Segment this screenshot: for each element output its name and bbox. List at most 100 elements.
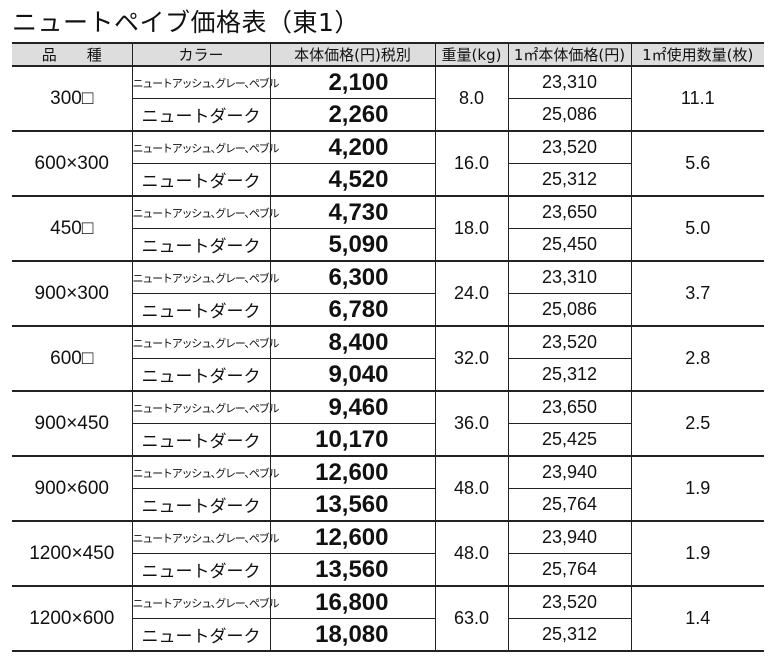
price-cell: 4,200 bbox=[269, 131, 435, 164]
price-cell: 5,090 bbox=[269, 228, 435, 262]
m2-qty-cell: 11.1 bbox=[630, 66, 764, 132]
table-row: ニュートダーク 13,560 25,764 bbox=[12, 553, 764, 587]
m2-price-cell: 25,450 bbox=[507, 228, 631, 262]
m2-qty-cell: 5.6 bbox=[630, 131, 764, 197]
weight-cell: 32.0 bbox=[434, 326, 508, 392]
m2-qty-cell: 5.0 bbox=[630, 196, 764, 262]
price-cell: 8,400 bbox=[269, 326, 435, 359]
table-row: 900×600 ニュートアッシュ､グレー､ペブル 12,600 48.0 23,940 1… bbox=[12, 456, 764, 522]
header-size: 品 種 bbox=[12, 42, 132, 67]
price-cell: 16,800 bbox=[269, 586, 435, 619]
color-cell: ニュートダーク bbox=[131, 163, 270, 197]
m2-price-cell: 25,312 bbox=[507, 163, 631, 197]
m2-price-cell: 25,312 bbox=[507, 618, 631, 652]
color-cell: ニュートダーク bbox=[131, 618, 270, 652]
price-cell: 18,080 bbox=[269, 618, 435, 652]
m2-price-cell: 23,650 bbox=[507, 391, 631, 424]
header-weight: 重量(kg) bbox=[434, 42, 508, 67]
size-cell: 1200×600 bbox=[12, 586, 132, 652]
table-row: 1200×600 ニュートアッシュ､グレー､ペブル 16,800 63.0 23,520… bbox=[12, 586, 764, 652]
size-cell: 900×600 bbox=[12, 456, 132, 522]
table-row: ニュートダーク 9,040 25,312 bbox=[12, 358, 764, 392]
m2-price-cell: 25,764 bbox=[507, 488, 631, 522]
table-row: 450□ ニュートアッシュ､グレー､ペブル 4,730 18.0 23,650 5.0 bbox=[12, 196, 764, 262]
weight-cell: 24.0 bbox=[434, 261, 508, 327]
m2-price-cell: 23,310 bbox=[507, 261, 631, 294]
table-row: 600□ ニュートアッシュ､グレー､ペブル 8,400 32.0 23,520 2.8 bbox=[12, 326, 764, 392]
price-cell: 2,100 bbox=[269, 66, 435, 99]
weight-cell: 48.0 bbox=[434, 521, 508, 587]
header-price: 本体価格(円)税別 bbox=[269, 42, 435, 67]
m2-price-cell: 23,520 bbox=[507, 326, 631, 359]
table-row: ニュートダーク 4,520 25,312 bbox=[12, 163, 764, 197]
size-cell: 1200×450 bbox=[12, 521, 132, 587]
m2-qty-cell: 1.9 bbox=[630, 521, 764, 587]
price-cell: 12,600 bbox=[269, 456, 435, 489]
table-row: ニュートダーク 2,260 25,086 bbox=[12, 98, 764, 132]
m2-price-cell: 23,310 bbox=[507, 66, 631, 99]
m2-qty-cell: 1.9 bbox=[630, 456, 764, 522]
m2-qty-cell: 2.8 bbox=[630, 326, 764, 392]
weight-cell: 8.0 bbox=[434, 66, 508, 132]
table-row: 900×300 ニュートアッシュ､グレー､ペブル 6,300 24.0 23,310 3.… bbox=[12, 261, 764, 327]
table-row: 1200×450 ニュートアッシュ､グレー､ペブル 12,600 48.0 23,940… bbox=[12, 521, 764, 587]
m2-price-cell: 25,425 bbox=[507, 423, 631, 457]
size-cell: 300□ bbox=[12, 66, 132, 132]
weight-cell: 36.0 bbox=[434, 391, 508, 457]
price-table: 品 種 カラー 本体価格(円)税別 重量(kg) 1㎡本体価格(円) 1㎡使用数… bbox=[12, 42, 764, 652]
size-cell: 600□ bbox=[12, 326, 132, 392]
m2-price-cell: 23,940 bbox=[507, 521, 631, 554]
price-cell: 4,730 bbox=[269, 196, 435, 229]
color-cell: ニュートダーク bbox=[131, 553, 270, 587]
size-cell: 900×450 bbox=[12, 391, 132, 457]
weight-cell: 48.0 bbox=[434, 456, 508, 522]
m2-qty-cell: 2.5 bbox=[630, 391, 764, 457]
color-cell: ニュートダーク bbox=[131, 358, 270, 392]
color-cell: ニュートダーク bbox=[131, 228, 270, 262]
color-cell: ニュートダーク bbox=[131, 488, 270, 522]
price-cell: 10,170 bbox=[269, 423, 435, 457]
color-cell: ニュートアッシュ､グレー､ペブル bbox=[131, 196, 280, 229]
header-color: カラー bbox=[131, 42, 270, 67]
color-cell: ニュートアッシュ､グレー､ペブル bbox=[131, 131, 280, 164]
price-cell: 2,260 bbox=[269, 98, 435, 132]
price-cell: 6,780 bbox=[269, 293, 435, 327]
m2-price-cell: 23,940 bbox=[507, 456, 631, 489]
color-cell: ニュートアッシュ､グレー､ペブル bbox=[131, 586, 280, 619]
page-title: ニュートペイブ価格表（東1） bbox=[12, 8, 360, 37]
table-row: 300□ ニュートアッシュ､グレー､ペブル 2,100 8.0 23,310 11.1 bbox=[12, 66, 764, 132]
price-cell: 6,300 bbox=[269, 261, 435, 294]
m2-price-cell: 25,312 bbox=[507, 358, 631, 392]
m2-price-cell: 25,764 bbox=[507, 553, 631, 587]
color-cell: ニュートダーク bbox=[131, 98, 270, 132]
table-row: 600×300 ニュートアッシュ､グレー､ペブル 4,200 16.0 23,520 5.… bbox=[12, 131, 764, 197]
weight-cell: 18.0 bbox=[434, 196, 508, 262]
color-cell: ニュートアッシュ､グレー､ペブル bbox=[131, 456, 280, 489]
m2-price-cell: 23,520 bbox=[507, 131, 631, 164]
table-row: ニュートダーク 6,780 25,086 bbox=[12, 293, 764, 327]
price-cell: 12,600 bbox=[269, 521, 435, 554]
color-cell: ニュートアッシュ､グレー､ペブル bbox=[131, 66, 280, 99]
table-row: ニュートダーク 5,090 25,450 bbox=[12, 228, 764, 262]
header-m2-price: 1㎡本体価格(円) bbox=[507, 42, 631, 67]
weight-cell: 63.0 bbox=[434, 586, 508, 652]
table-row: 900×450 ニュートアッシュ､グレー､ペブル 9,460 36.0 23,650 2.… bbox=[12, 391, 764, 457]
m2-qty-cell: 3.7 bbox=[630, 261, 764, 327]
color-cell: ニュートアッシュ､グレー､ペブル bbox=[131, 521, 280, 554]
table-row: ニュートダーク 18,080 25,312 bbox=[12, 618, 764, 652]
price-cell: 9,040 bbox=[269, 358, 435, 392]
size-cell: 450□ bbox=[12, 196, 132, 262]
color-cell: ニュートダーク bbox=[131, 423, 270, 457]
m2-price-cell: 25,086 bbox=[507, 98, 631, 132]
price-cell: 13,560 bbox=[269, 488, 435, 522]
color-cell: ニュートアッシュ､グレー､ペブル bbox=[131, 326, 280, 359]
table-row: ニュートダーク 13,560 25,764 bbox=[12, 488, 764, 522]
color-cell: ニュートアッシュ､グレー､ペブル bbox=[131, 261, 280, 294]
price-cell: 13,560 bbox=[269, 553, 435, 587]
weight-cell: 16.0 bbox=[434, 131, 508, 197]
color-cell: ニュートダーク bbox=[131, 293, 270, 327]
m2-price-cell: 23,520 bbox=[507, 586, 631, 619]
price-cell: 9,460 bbox=[269, 391, 435, 424]
table-body: 300□ ニュートアッシュ､グレー､ペブル 2,100 8.0 23,310 11.1 ニュ… bbox=[12, 66, 764, 652]
size-cell: 600×300 bbox=[12, 131, 132, 197]
